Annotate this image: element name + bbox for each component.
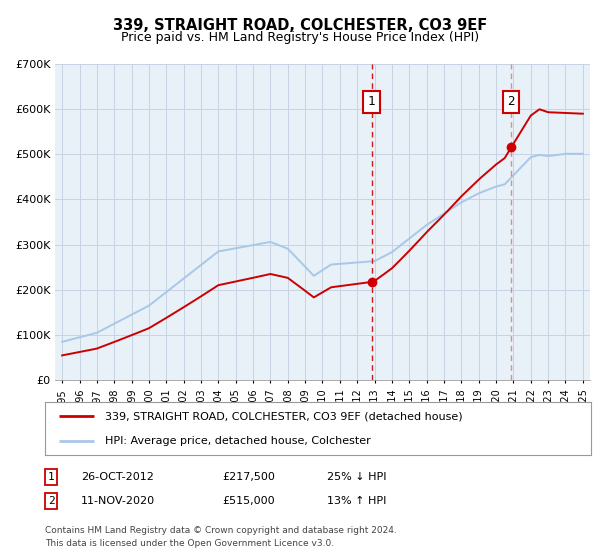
Text: £217,500: £217,500: [222, 472, 275, 482]
Text: Contains HM Land Registry data © Crown copyright and database right 2024.
This d: Contains HM Land Registry data © Crown c…: [45, 526, 397, 548]
Text: 25% ↓ HPI: 25% ↓ HPI: [327, 472, 386, 482]
Text: £515,000: £515,000: [222, 496, 275, 506]
Text: 1: 1: [47, 472, 55, 482]
Text: 1: 1: [368, 95, 376, 108]
Text: 339, STRAIGHT ROAD, COLCHESTER, CO3 9EF: 339, STRAIGHT ROAD, COLCHESTER, CO3 9EF: [113, 18, 487, 33]
Text: 2: 2: [47, 496, 55, 506]
Text: 339, STRAIGHT ROAD, COLCHESTER, CO3 9EF (detached house): 339, STRAIGHT ROAD, COLCHESTER, CO3 9EF …: [105, 412, 463, 422]
Text: HPI: Average price, detached house, Colchester: HPI: Average price, detached house, Colc…: [105, 436, 371, 446]
Text: 13% ↑ HPI: 13% ↑ HPI: [327, 496, 386, 506]
Text: 26-OCT-2012: 26-OCT-2012: [81, 472, 154, 482]
Text: Price paid vs. HM Land Registry's House Price Index (HPI): Price paid vs. HM Land Registry's House …: [121, 31, 479, 44]
Text: 2: 2: [508, 95, 515, 108]
Text: 11-NOV-2020: 11-NOV-2020: [81, 496, 155, 506]
